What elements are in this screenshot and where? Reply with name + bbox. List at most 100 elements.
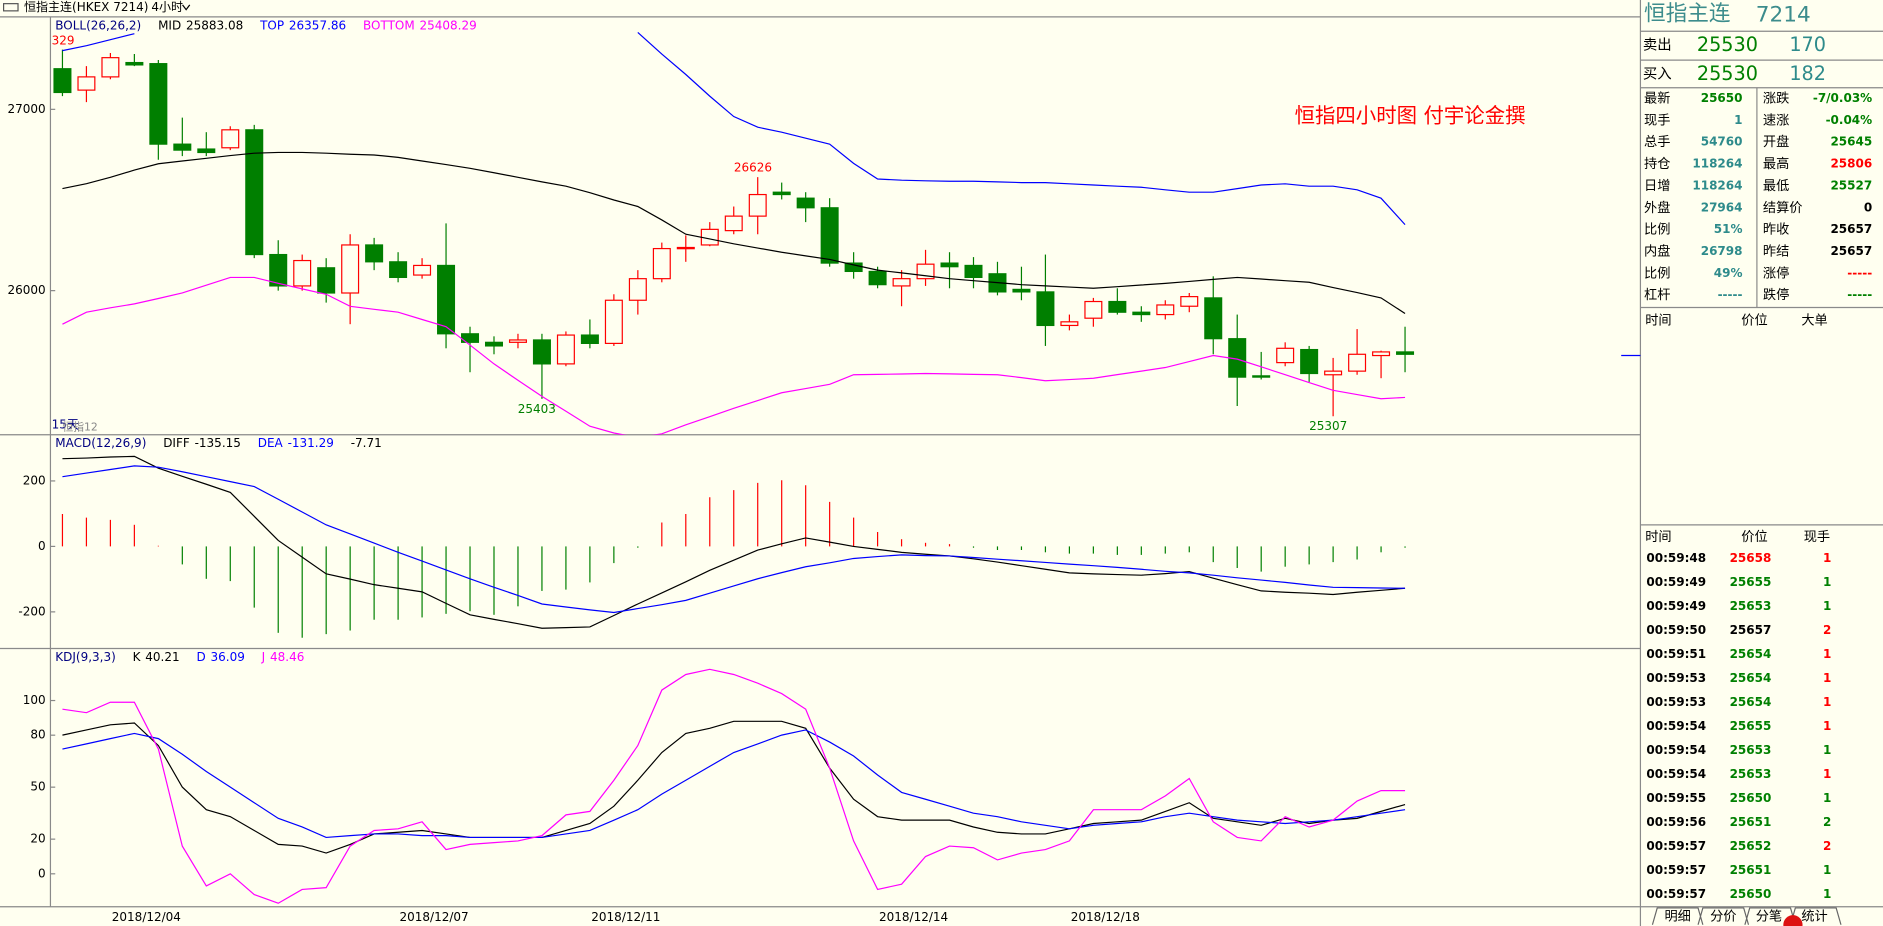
- candle-body: [676, 246, 695, 250]
- y-tick-label: 100: [23, 693, 46, 707]
- stat-value: 26798: [1701, 244, 1743, 258]
- order-label: 卖出: [1643, 37, 1672, 54]
- stat-label: 比例: [1644, 265, 1670, 281]
- tab[interactable]: 分价: [1710, 908, 1736, 924]
- tick-volume: 1: [1823, 575, 1831, 589]
- stat-value: 1: [1734, 113, 1742, 127]
- candle-body: [125, 61, 144, 66]
- tab[interactable]: 分笔: [1756, 908, 1782, 924]
- indicator-line: [62, 729, 1406, 839]
- period[interactable]: 4小时: [151, 0, 183, 14]
- tab-shapes: [1651, 907, 1842, 925]
- candle-body: [628, 278, 647, 301]
- legend-value: -7.71: [351, 436, 382, 450]
- y-tick-label: 0: [38, 539, 46, 553]
- stat-label: 外盘: [1644, 199, 1670, 216]
- candle-body: [221, 129, 240, 149]
- candle-body: [1300, 348, 1319, 375]
- indicator-line: [637, 32, 1406, 226]
- candle-body: [1084, 300, 1103, 319]
- candle-body: [53, 68, 72, 94]
- candle-body: [1348, 353, 1367, 372]
- tick-volume: 2: [1823, 839, 1831, 853]
- stat-value: 25806: [1830, 157, 1872, 171]
- tick-price: 25655: [1730, 575, 1772, 589]
- legend-name: DEA: [258, 436, 284, 450]
- legend-value: -131.29: [288, 436, 334, 450]
- tab[interactable]: 统计: [1801, 908, 1827, 924]
- stat-label: 最高: [1763, 155, 1789, 172]
- tick-time: 00:59:50: [1646, 623, 1706, 637]
- tick-price: 25652: [1730, 839, 1772, 853]
- indicator-line: [62, 33, 135, 52]
- tab[interactable]: 明细: [1664, 908, 1690, 924]
- candle-body: [868, 270, 887, 286]
- candle-body: [101, 57, 120, 78]
- toolbar-icon[interactable]: [3, 3, 19, 12]
- tick-volume: 2: [1823, 623, 1831, 637]
- candle-body: [1036, 291, 1055, 327]
- legend-name: TOP: [259, 18, 284, 32]
- tick-volume: 1: [1823, 887, 1831, 901]
- indicator-line: [62, 151, 1406, 314]
- legend-value: 40.21: [145, 649, 179, 663]
- stat-label: 最低: [1763, 178, 1789, 194]
- indicator-name: MACD(12,26,9): [55, 436, 146, 450]
- overlay-label: 15天: [52, 418, 79, 432]
- tick-time: 00:59:48: [1646, 551, 1706, 565]
- candle-body: [556, 334, 575, 365]
- stat-label: 开盘: [1763, 133, 1789, 150]
- tick-volume: 1: [1823, 647, 1831, 661]
- tick-volume: 1: [1823, 719, 1831, 733]
- y-tick-label: -200: [18, 604, 45, 618]
- tick-price: 25658: [1730, 551, 1772, 565]
- y-tick-label: 0: [38, 866, 46, 880]
- legend-value: 36.09: [211, 649, 245, 663]
- tick-volume: 1: [1823, 599, 1831, 613]
- stat-value: 49%: [1714, 266, 1743, 280]
- status-icon: [1783, 915, 1803, 926]
- tick-time: 00:59:51: [1646, 647, 1706, 661]
- legend-name: J: [261, 649, 266, 663]
- candle-body: [1396, 351, 1415, 355]
- candle-body: [700, 228, 719, 246]
- price-annotation: 26626: [734, 161, 772, 175]
- tick-volume: 1: [1823, 695, 1831, 709]
- candle-body: [1180, 296, 1199, 307]
- legend: MACD(12,26,9) DIFF -135.15 DEA -131.29 -7.71: [55, 436, 382, 450]
- stat-value: 25657: [1830, 244, 1872, 258]
- stat-label: 日增: [1644, 178, 1670, 194]
- candle-body: [820, 207, 839, 264]
- stat-label: 涨跌: [1763, 91, 1789, 107]
- indicator-name: BOLL(26,26,2): [55, 18, 141, 32]
- candle-body: [77, 76, 96, 91]
- symbol[interactable]: 恒指主连(HKEX 7214): [24, 0, 148, 14]
- tick-price: 25650: [1730, 791, 1772, 805]
- x-tick-label: 2018/12/18: [1071, 910, 1140, 924]
- tick-time: 00:59:57: [1646, 887, 1706, 901]
- candle-body: [748, 193, 767, 217]
- tick-price: 25657: [1730, 623, 1772, 637]
- period-arrow[interactable]: [182, 4, 191, 11]
- candle-body: [892, 278, 911, 287]
- candle-body: [772, 191, 791, 196]
- candle-body: [964, 264, 983, 279]
- candle-body: [269, 253, 288, 287]
- tick-time: 00:59:54: [1646, 743, 1706, 757]
- tick-price: 25651: [1730, 863, 1772, 877]
- stat-value: 118264: [1692, 157, 1742, 171]
- x-tick-label: 2018/12/11: [591, 910, 660, 924]
- legend-name: K: [133, 649, 142, 663]
- stat-value: -7/0.03%: [1813, 91, 1872, 105]
- candle-body: [940, 262, 959, 268]
- legend-name: DIFF: [163, 436, 190, 450]
- quote-code: 7214: [1756, 3, 1811, 28]
- stat-label: 内盘: [1644, 243, 1670, 260]
- tick-time: 00:59:49: [1646, 575, 1706, 589]
- tick-price: 25654: [1730, 695, 1772, 709]
- candle-body: [796, 197, 815, 209]
- candle-body: [1156, 304, 1175, 316]
- stat-value: 118264: [1692, 178, 1742, 192]
- x-tick-label: 2018/12/14: [879, 910, 948, 924]
